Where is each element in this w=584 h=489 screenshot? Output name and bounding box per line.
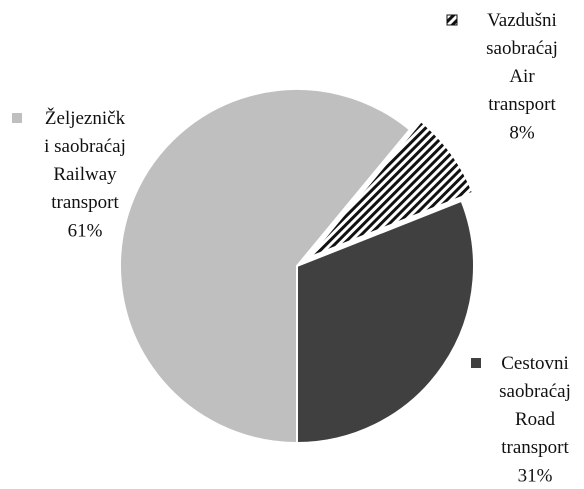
pie-slice — [296, 199, 475, 445]
legend-marker — [446, 14, 458, 26]
value-label: 31% — [518, 465, 553, 486]
value-label: 8% — [509, 122, 535, 143]
legend-marker — [12, 113, 22, 123]
value-label: 61% — [68, 220, 103, 241]
pie-slice — [119, 88, 412, 445]
pie-slice — [307, 119, 475, 259]
legend-marker — [471, 358, 481, 368]
slice-label: Vazdušni saobraćaj Air transport — [486, 10, 558, 115]
slice-label: Cestovni saobraćaj Road transport — [499, 353, 571, 458]
slice-label: Željezničk i saobraćaj Railway transport — [44, 107, 126, 213]
